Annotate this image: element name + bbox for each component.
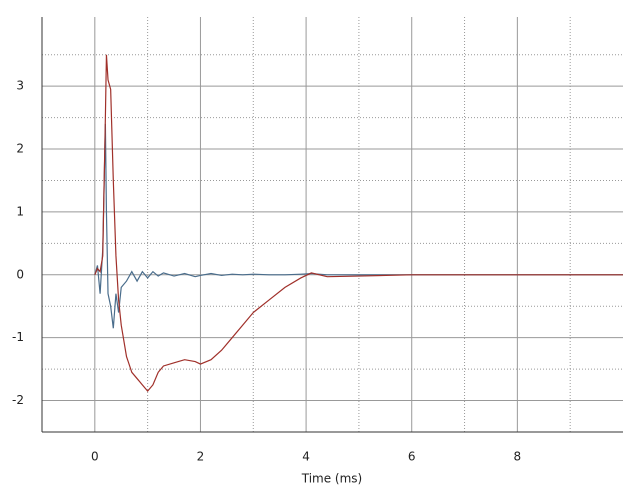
y-tick-label: 2 bbox=[16, 142, 24, 156]
x-tick-label: 4 bbox=[302, 450, 310, 464]
data-line bbox=[94, 54, 623, 393]
x-tick-label: 2 bbox=[197, 450, 205, 464]
data-line bbox=[94, 123, 623, 329]
y-tick-label: 1 bbox=[16, 204, 24, 218]
y-tick-label: -1 bbox=[12, 330, 24, 344]
y-tick-label: 0 bbox=[16, 267, 24, 281]
x-axis-label: Time (ms) bbox=[301, 472, 363, 486]
x-tick-label: 0 bbox=[91, 450, 99, 464]
y-tick-label: 3 bbox=[16, 79, 24, 93]
x-tick-label: 6 bbox=[408, 450, 416, 464]
x-tick-label: 8 bbox=[514, 450, 522, 464]
y-tick-label: -2 bbox=[12, 393, 24, 407]
